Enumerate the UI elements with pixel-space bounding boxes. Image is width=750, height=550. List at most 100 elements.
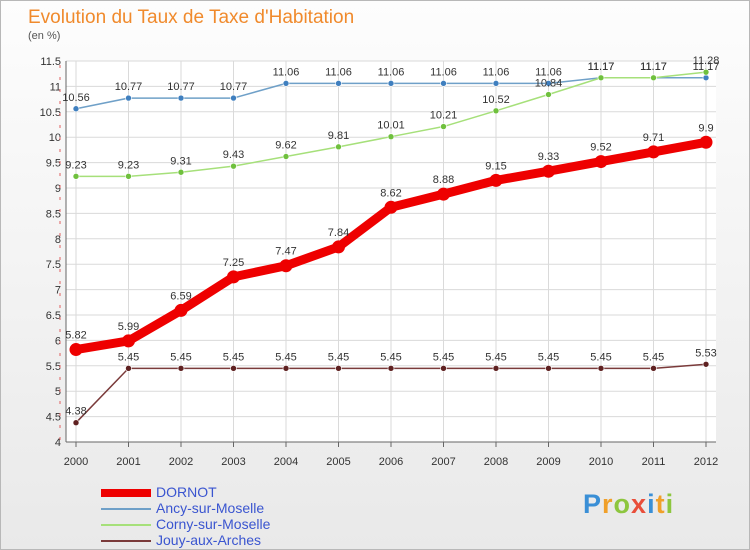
y-tick-label: 8.5 (46, 208, 61, 220)
data-label: 5.45 (118, 351, 139, 363)
data-point (702, 68, 710, 76)
logo-letter: t (655, 489, 666, 519)
y-tick-label: 9.5 (46, 158, 61, 170)
data-label: 9.23 (118, 159, 139, 171)
data-label: 9.33 (538, 151, 559, 163)
data-point (647, 145, 660, 159)
data-point (282, 80, 290, 87)
data-point (332, 240, 345, 254)
data-point (440, 123, 447, 130)
logo-letter: i (665, 489, 675, 519)
data-point (387, 133, 395, 140)
data-point (489, 173, 503, 187)
data-point (492, 80, 500, 87)
data-label: 7.84 (328, 227, 349, 239)
data-label: 10.52 (482, 94, 510, 106)
data-label: 9.15 (485, 160, 506, 172)
data-label: 11.17 (588, 61, 615, 73)
data-point (440, 365, 447, 372)
legend-swatch (101, 524, 151, 526)
y-tick-label: 4.5 (46, 412, 61, 424)
x-tick-label: 2005 (326, 456, 350, 468)
legend-label: DORNOT (156, 484, 217, 500)
data-label: 11.28 (693, 55, 720, 67)
data-label: 11.06 (430, 66, 457, 78)
data-point (492, 365, 500, 372)
data-point (597, 365, 605, 372)
data-point (702, 74, 710, 82)
data-label: 11.17 (693, 61, 720, 73)
data-point (335, 365, 342, 372)
data-point (702, 360, 710, 368)
data-point (545, 91, 552, 98)
data-label: 10.77 (115, 81, 143, 93)
x-tick-label: 2004 (274, 456, 298, 468)
legend-label: Ancy-sur-Moselle (156, 500, 265, 516)
legend-label: Corny-sur-Moselle (156, 516, 271, 532)
logo-letter: i (647, 489, 656, 519)
x-tick-label: 2012 (694, 456, 718, 468)
y-tick-label: 10 (49, 132, 61, 144)
chart-title: Evolution du Taux de Taxe d'Habitation (28, 7, 355, 28)
data-point (72, 419, 80, 426)
data-point (125, 94, 132, 102)
data-point (230, 365, 237, 372)
proxiti-logo: Proxiti (583, 489, 674, 520)
data-label: 9.71 (643, 132, 664, 144)
data-label: 4.38 (65, 406, 86, 418)
data-label: 9.23 (65, 159, 86, 171)
data-point (594, 155, 608, 169)
data-label: 5.45 (328, 351, 349, 363)
y-tick-label: 5.5 (46, 361, 61, 373)
data-label: 9.81 (328, 130, 349, 142)
data-label: 11.06 (273, 66, 300, 78)
data-label: 5.45 (590, 351, 611, 363)
data-point (177, 365, 185, 372)
data-label: 10.84 (535, 78, 563, 90)
unit-label: (en %) (28, 30, 61, 42)
y-tick-label: 8 (55, 234, 61, 246)
data-label: 9.9 (698, 122, 713, 134)
data-point (125, 365, 132, 372)
y-tick-label: 6 (55, 335, 61, 347)
data-label: 5.45 (170, 351, 191, 363)
data-label: 5.82 (65, 330, 86, 342)
x-tick-label: 2010 (589, 456, 613, 468)
data-label: 10.77 (167, 81, 195, 93)
data-label: 9.43 (223, 149, 244, 161)
x-tick-label: 2009 (536, 456, 560, 468)
y-tick-label: 7 (55, 285, 61, 297)
data-point (230, 162, 237, 170)
data-label: 11.17 (640, 61, 667, 73)
logo-letter: r (602, 489, 614, 519)
data-point (230, 94, 237, 102)
x-tick-label: 2007 (431, 456, 455, 468)
data-label: 5.45 (433, 351, 454, 363)
y-tick-label: 11 (50, 81, 61, 93)
y-tick-label: 4 (55, 437, 61, 449)
data-point (699, 135, 713, 149)
data-point (335, 80, 342, 87)
legend-label: Jouy-aux-Arches (156, 532, 262, 548)
data-point (440, 80, 447, 87)
logo-letter: o (613, 489, 632, 519)
y-tick-label: 9 (55, 183, 61, 195)
legend-swatch (101, 489, 151, 497)
data-label: 7.47 (275, 246, 296, 258)
data-point (387, 365, 395, 372)
data-label: 11.06 (535, 66, 562, 78)
data-point (437, 187, 450, 201)
data-label: 9.31 (170, 155, 191, 167)
data-label: 10.01 (377, 120, 405, 132)
data-point (650, 74, 657, 82)
data-point (227, 270, 240, 284)
x-tick-label: 2006 (379, 456, 403, 468)
y-tick-label: 5 (55, 386, 61, 398)
data-label: 11.17 (640, 61, 667, 73)
data-label: 5.45 (538, 351, 559, 363)
x-tick-label: 2000 (64, 456, 88, 468)
data-point (122, 334, 135, 348)
data-label: 8.88 (433, 174, 454, 186)
x-tick-label: 2011 (642, 456, 666, 468)
